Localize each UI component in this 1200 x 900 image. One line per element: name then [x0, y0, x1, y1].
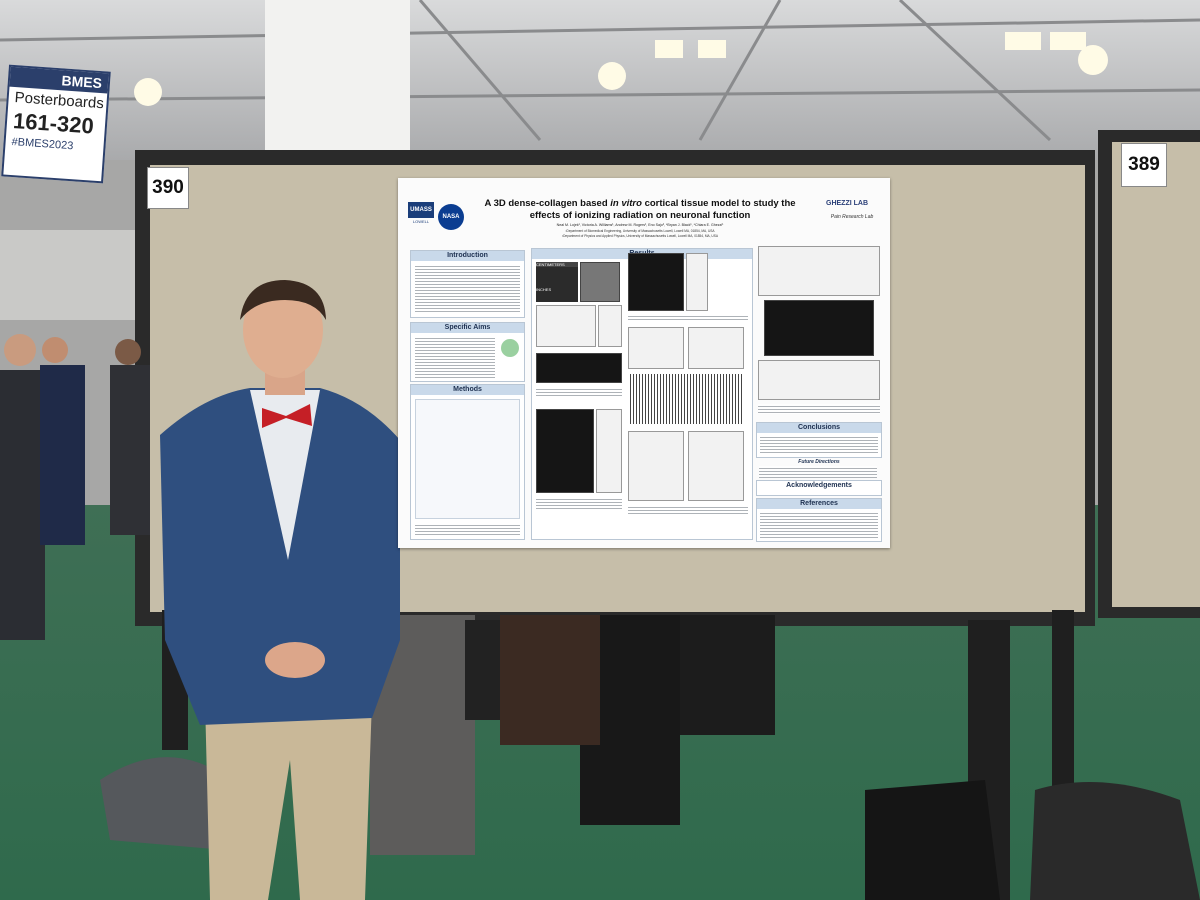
plot: [598, 305, 622, 347]
logo-umass: UMASS: [408, 202, 434, 218]
section-header: Introduction: [411, 251, 524, 261]
micrograph: [628, 253, 684, 311]
affiliation: ²Department of Physics and Applied Physi…: [562, 234, 718, 238]
caption: [628, 314, 748, 322]
section-subheader: Future Directions: [798, 459, 840, 465]
lab-sub: Pain Research Lab: [830, 214, 874, 220]
presenter: [160, 280, 400, 900]
micrograph: [764, 300, 874, 356]
text-block: [415, 264, 520, 314]
logo-nasa: NASA: [438, 204, 464, 230]
board-right: [1112, 142, 1200, 607]
ceiling-lights: [134, 32, 1108, 106]
plot: [688, 327, 744, 369]
lab-name: GHEZZI LAB: [826, 200, 868, 207]
section-box: Specific Aims: [410, 322, 525, 382]
title-text: cortical tissue model to study the effec…: [529, 198, 796, 221]
text-block: [415, 336, 495, 378]
pillar: [265, 0, 410, 150]
section-box: Conclusions: [756, 422, 882, 458]
raster-plot: [628, 374, 744, 424]
plot: [536, 305, 596, 347]
section-header: Specific Aims: [411, 323, 524, 333]
logo-lowell: LOWELL: [412, 219, 430, 224]
plot: [758, 360, 880, 400]
section-box: Methods: [410, 384, 525, 540]
figure-label: CENTIMETERS: [536, 262, 578, 267]
section-box: References: [756, 498, 882, 542]
plot: [688, 431, 744, 501]
caption: [536, 497, 622, 509]
title-text: A 3D dense-collagen based: [484, 198, 608, 209]
figure-label: INCHES: [536, 287, 552, 292]
banner: BMES Posterboards 161-320 #BMES2023: [1, 64, 111, 184]
caption: [758, 404, 880, 414]
plot: [628, 327, 684, 369]
title-text: radiation on neuronal function: [613, 210, 751, 221]
caption: [536, 387, 622, 397]
section-header: Acknowledgements: [786, 482, 852, 489]
bags: [100, 757, 1200, 900]
authors: Neal M. Lojek¹, Victoria A. Williams¹, A…: [556, 223, 724, 227]
plot: [686, 253, 708, 311]
plot: [758, 246, 880, 296]
section-header: References: [757, 499, 881, 509]
title-italic: in vitro: [610, 198, 642, 209]
text-block: [415, 523, 520, 537]
caption: [628, 505, 748, 515]
section-header: Methods: [411, 385, 524, 395]
affiliation: ¹Department of Biomedical Engineering, U…: [565, 229, 715, 233]
micrograph: [536, 409, 594, 493]
poster-title: A 3D dense-collagen based in vitro corti…: [470, 198, 810, 222]
poster: UMASS LOWELL NASA A 3D dense-collagen ba…: [398, 178, 890, 548]
far-hall: [0, 230, 135, 320]
text-block: [760, 435, 878, 455]
section-box: Acknowledgements: [756, 480, 882, 496]
text-block: [760, 511, 878, 539]
ceiling-beams: [0, 0, 1200, 142]
plot: [628, 431, 684, 501]
section-box: Results CENTIMETERS INCHES: [531, 248, 753, 540]
section-header: Conclusions: [757, 423, 881, 433]
section-box: Introduction: [410, 250, 525, 318]
board-post: [1052, 610, 1074, 790]
text-block: [759, 466, 877, 478]
board-number: 390: [147, 167, 189, 209]
micrograph: [536, 353, 622, 383]
background-people: [0, 334, 775, 855]
icon: [501, 339, 519, 357]
plot: [596, 409, 622, 493]
methods-figure: [415, 399, 520, 519]
photo-figure: CENTIMETERS INCHES: [536, 262, 578, 302]
board-number: 389: [1121, 143, 1167, 187]
micrograph: [580, 262, 620, 302]
